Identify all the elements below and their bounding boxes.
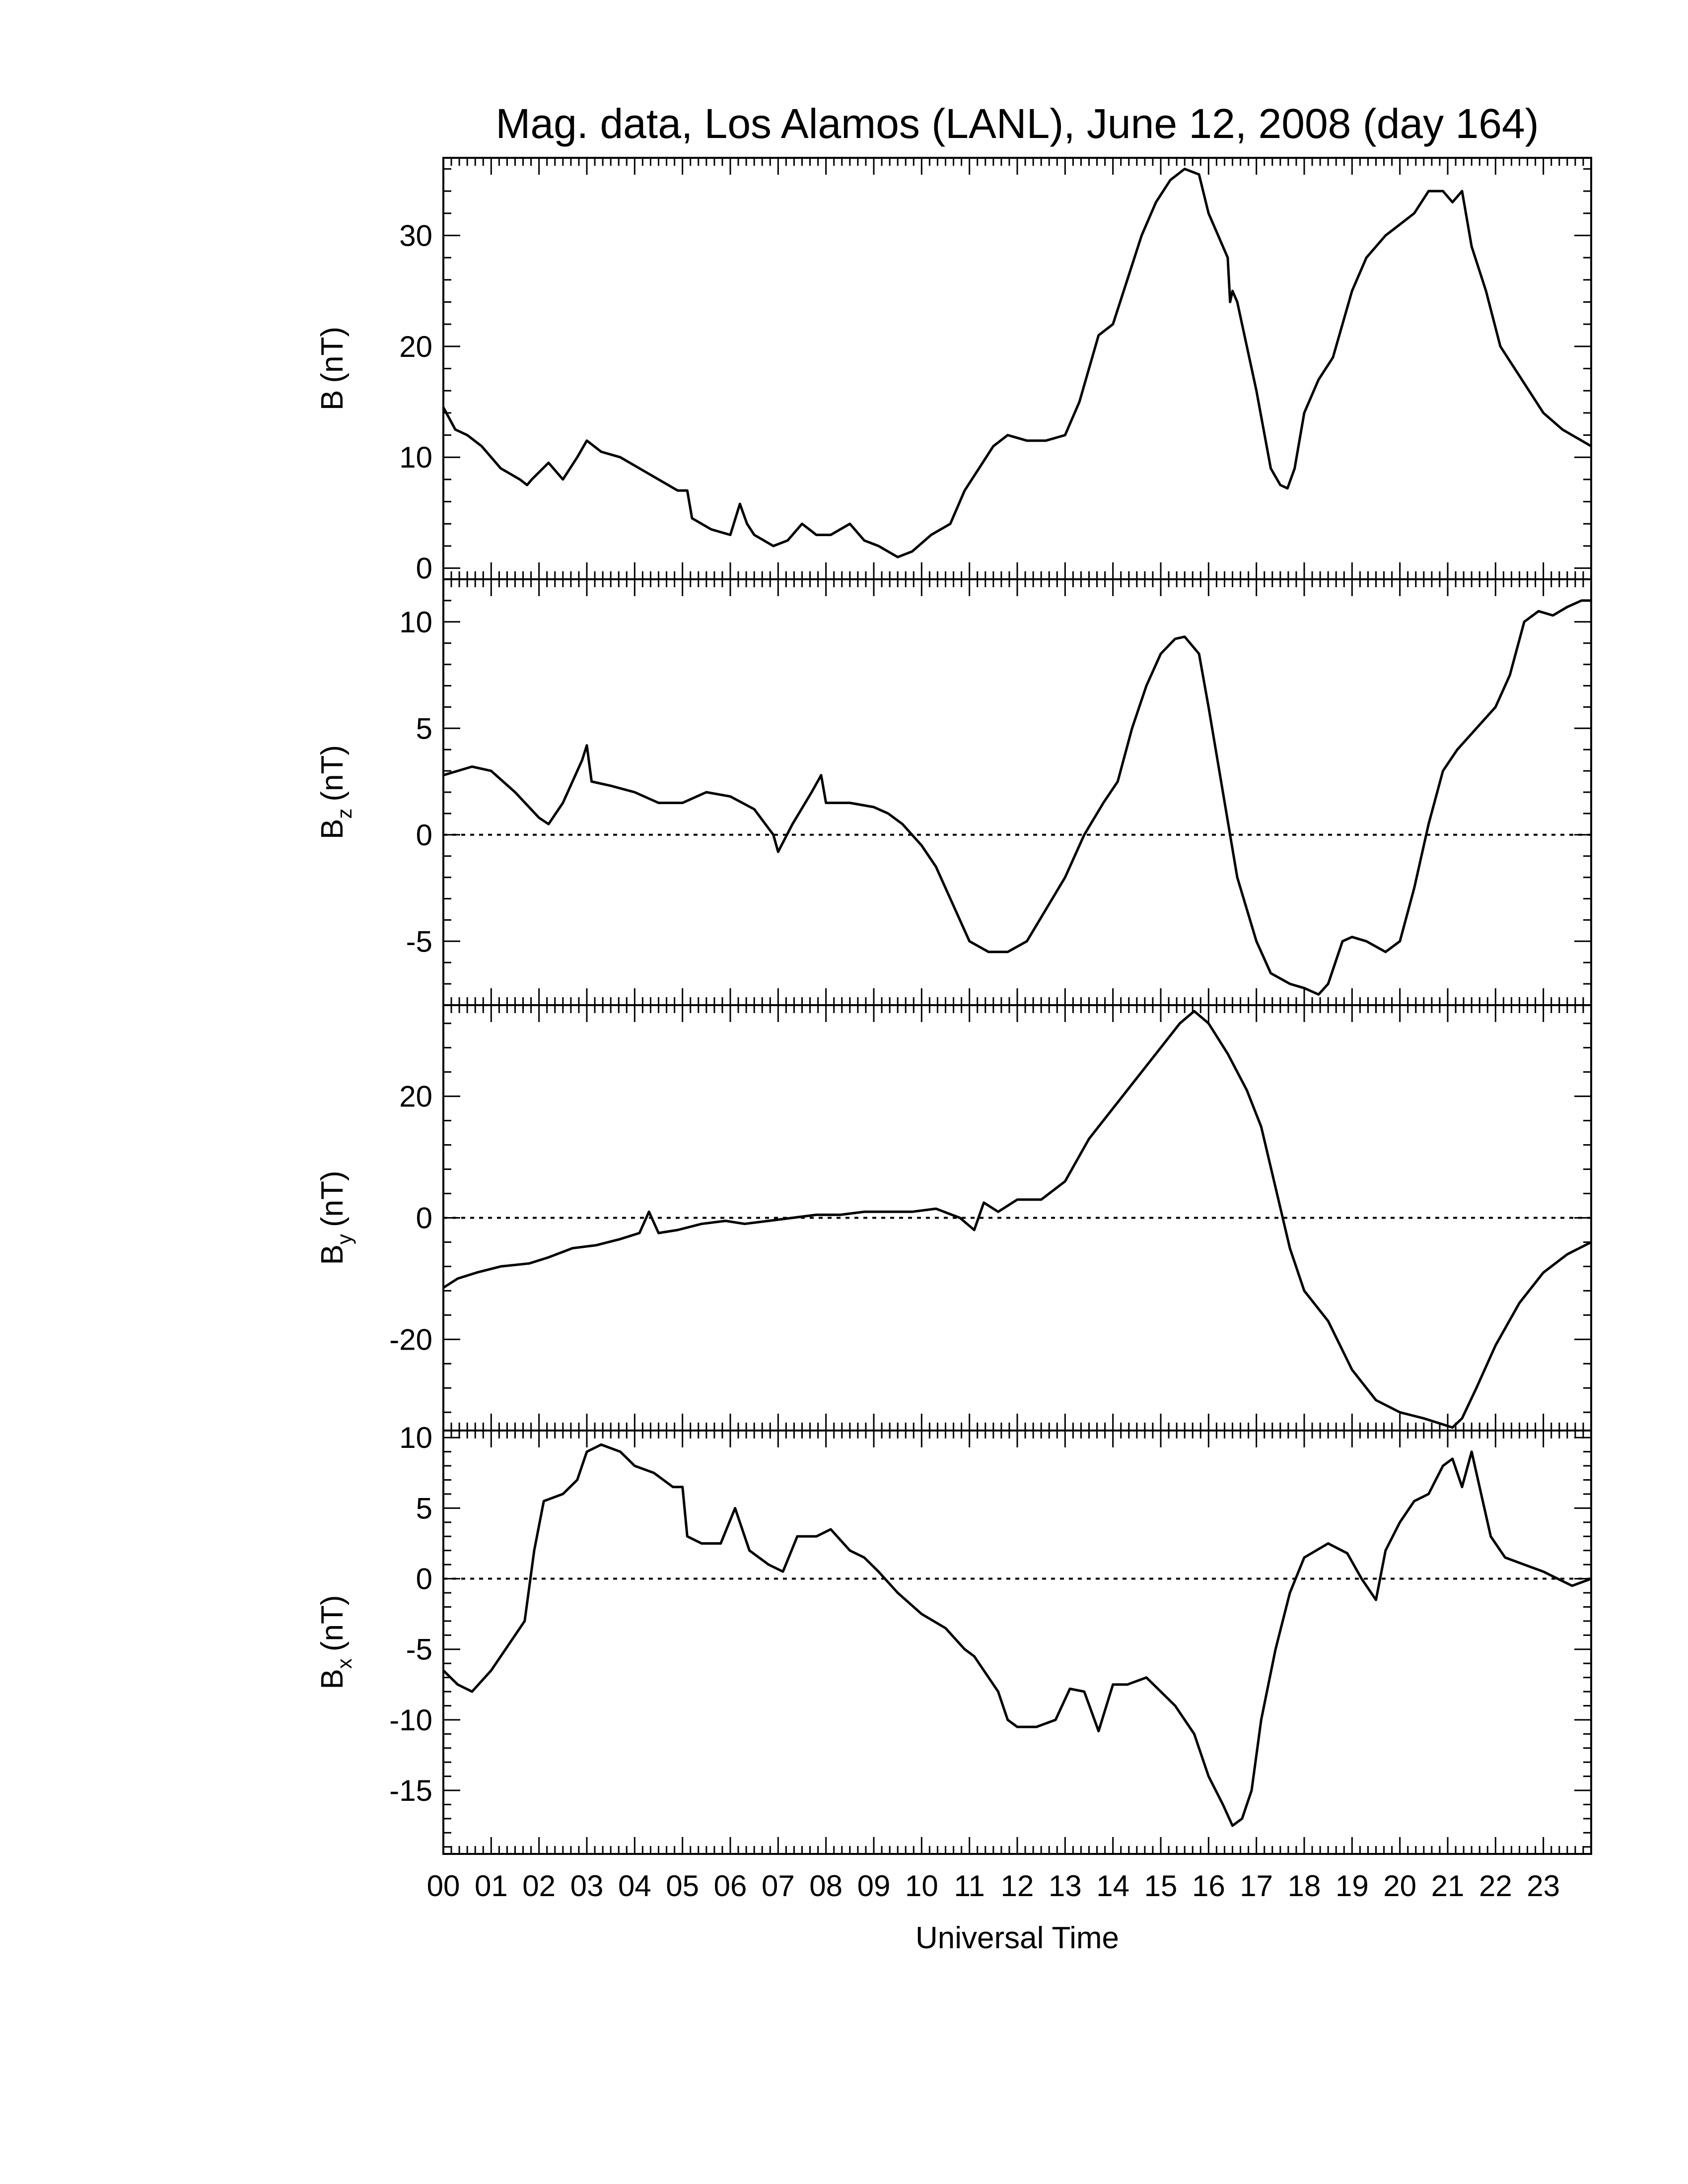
y-tick-label: 0: [416, 1202, 432, 1235]
y-tick-label: 20: [399, 1080, 432, 1113]
y-axis-title-main: B: [315, 390, 350, 410]
y-axis-title: By (nT): [315, 1170, 356, 1265]
panels-group: 0102030B(nT)-50510Bz(nT)-20020By(nT)-15-…: [315, 157, 1592, 1855]
series-line-Bz: [443, 599, 1591, 996]
x-tick-label: 01: [475, 1869, 508, 1903]
x-tick-label: 15: [1144, 1869, 1178, 1903]
panel-By: -20 0 20 By (nT): [315, 1004, 1592, 1432]
chart-title: Mag. data, Los Alamos (LANL), June 12, 2…: [495, 100, 1539, 147]
x-tick-label: 22: [1479, 1869, 1512, 1903]
panel-frame: [442, 1430, 1592, 1855]
x-tick-label: 00: [427, 1869, 460, 1903]
y-axis-title-subscript: z: [333, 809, 356, 819]
x-axis: 00 01 02 03 04 05 06 07 08 09 10 11 12 13 14 15 16 17 18 19…: [427, 1869, 1560, 1903]
series-line-B: [442, 167, 1592, 558]
y-tick-label: 30: [399, 219, 432, 252]
x-tick-label: 02: [522, 1869, 556, 1903]
series-line-By: [442, 1010, 1592, 1429]
x-tick-label: 21: [1431, 1869, 1465, 1903]
x-tick-label: 13: [1049, 1869, 1082, 1903]
y-tick-label: 0: [416, 552, 432, 585]
x-tick-label: 11: [954, 1869, 985, 1903]
y-axis-title-subscript: y: [333, 1234, 356, 1244]
panel-frame: [442, 157, 1592, 580]
x-tick-label: 09: [857, 1869, 891, 1903]
y-axis-title-unit: (nT): [315, 1595, 350, 1651]
y-axis-title-unit: (nT): [315, 745, 350, 802]
panel-Bz: -5 0 5 10 Bz (nT): [315, 578, 1592, 1006]
x-tick-label: 16: [1192, 1869, 1225, 1903]
y-axis-title-main: B: [315, 1669, 350, 1689]
panel-B: 0 10 20 30 B (nT): [315, 157, 1592, 585]
x-tick-label: 03: [570, 1869, 604, 1903]
x-tick-label: 04: [618, 1869, 651, 1903]
y-tick-label: 10: [399, 1421, 432, 1454]
x-tick-label: 06: [714, 1869, 747, 1903]
series-line-Bx: [442, 1443, 1592, 1827]
y-axis-title: Bx (nT): [315, 1595, 356, 1689]
x-tick-label: 07: [762, 1869, 795, 1903]
y-tick-label: 10: [399, 606, 432, 639]
x-tick-label: 18: [1288, 1869, 1321, 1903]
x-tick-label: 12: [1001, 1869, 1034, 1903]
y-tick-label: -5: [406, 1633, 432, 1666]
x-tick-label: 05: [666, 1869, 699, 1903]
y-axis-title-unit: (nT): [315, 1170, 350, 1227]
y-tick-label: 0: [416, 819, 432, 852]
y-axis-title-main: B: [315, 1244, 350, 1265]
y-tick-label: -15: [389, 1774, 432, 1807]
x-axis-title: Universal Time: [915, 1921, 1119, 1955]
panel-frame: [442, 578, 1592, 1006]
y-axis-title: Bz (nT): [315, 745, 356, 839]
y-tick-label: 20: [399, 330, 432, 363]
y-tick-label: -20: [389, 1323, 432, 1356]
y-tick-label: 5: [416, 1492, 432, 1525]
x-tick-label: 14: [1096, 1869, 1129, 1903]
y-axis-title-main: B: [315, 819, 350, 839]
y-tick-label: -10: [389, 1704, 432, 1737]
panel-Bx: -15 -10 -5 0 5 10 Bx (nT): [315, 1421, 1592, 1855]
y-tick-label: 0: [416, 1563, 432, 1596]
y-axis-title: B (nT): [315, 327, 350, 410]
x-tick-label: 10: [905, 1869, 938, 1903]
y-tick-label: -5: [406, 925, 432, 958]
y-axis-title-subscript: x: [333, 1658, 356, 1669]
y-axis-title-unit: (nT): [315, 327, 350, 383]
x-tick-label: 19: [1336, 1869, 1369, 1903]
y-tick-label: 10: [399, 441, 432, 474]
x-tick-label: 08: [809, 1869, 843, 1903]
x-tick-label: 17: [1240, 1869, 1273, 1903]
y-tick-label: 5: [416, 712, 432, 745]
x-tick-label: 20: [1383, 1869, 1416, 1903]
x-tick-label: 23: [1527, 1869, 1560, 1903]
